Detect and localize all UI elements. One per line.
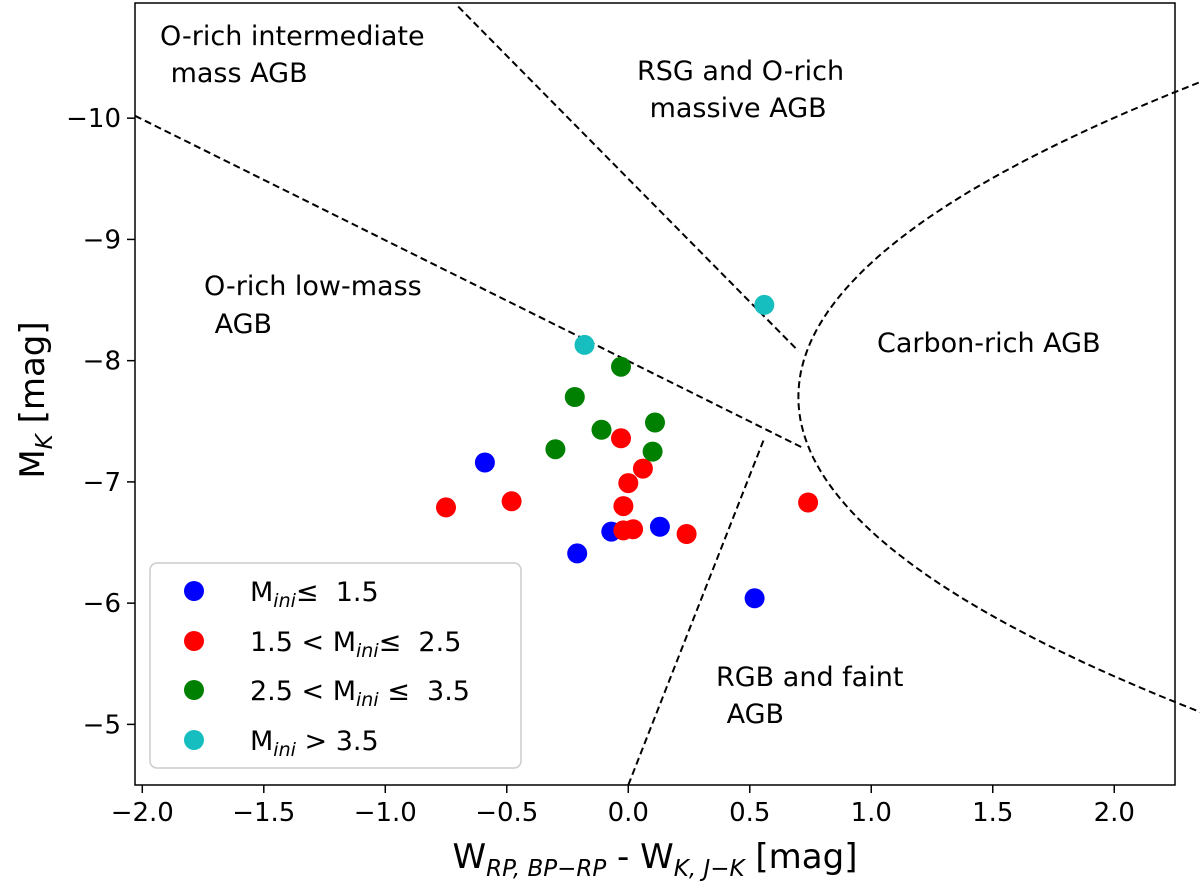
legend-label-series-1: Mini≤ 1.5 — [250, 577, 379, 612]
region-o-rich-intermediate-line1: O-rich intermediate — [160, 21, 425, 52]
point-series-3-2 — [564, 387, 585, 407]
x-tick-label-6: 0.5 — [729, 798, 770, 828]
legend-3-head: 2.5 < M — [250, 676, 356, 707]
y-tick-label-1: −10 — [66, 104, 121, 134]
y-axis-ticks: −10 −9 −8 −7 −6 −5 — [66, 104, 135, 740]
y-tick-label-4: −7 — [83, 468, 121, 498]
y-tick-label-3: −8 — [83, 347, 121, 377]
boundary-lines — [134, 5, 1200, 786]
region-o-rich-low-mass-line1: O-rich low-mass — [204, 271, 422, 302]
y-axis-title: MK [mag] — [13, 321, 58, 478]
region-o-rich-intermediate-line2: mass AGB — [162, 58, 308, 89]
legend-2-head: 1.5 < M — [250, 627, 356, 658]
point-series-4-2 — [754, 294, 775, 315]
boundary-line-1 — [134, 114, 804, 449]
legend-label-series-2: 1.5 < Mini≤ 2.5 — [250, 627, 461, 662]
axes-frame — [134, 2, 1176, 786]
y-title-sub: K — [32, 432, 58, 449]
x-tick-label-9: 2.0 — [1094, 798, 1135, 828]
legend-marker-series-4 — [184, 730, 204, 750]
y-tick-label-5: −6 — [83, 589, 121, 619]
legend-label-series-4: Mini > 3.5 — [250, 726, 379, 761]
legend-2-tail: ≤ 2.5 — [379, 627, 462, 658]
data-points — [436, 294, 819, 609]
point-series-3-3 — [591, 419, 612, 440]
point-series-2-10 — [798, 492, 819, 513]
legend-3-sub: ini — [356, 689, 379, 711]
boundary-line-4 — [797, 81, 1200, 714]
point-series-3-4 — [645, 412, 665, 433]
x-tick-label-8: 1.5 — [972, 798, 1013, 828]
point-series-1-2 — [567, 543, 588, 564]
y-title-tail: [mag] — [13, 321, 53, 434]
x-tick-label-2: −1.5 — [232, 798, 295, 828]
point-series-1-5 — [744, 588, 765, 609]
x-tick-label-4: −0.5 — [475, 798, 538, 828]
point-series-3-5 — [545, 439, 566, 460]
x-title-sub1: RP, BP−RP — [486, 856, 606, 882]
legend-2-sub: ini — [356, 640, 379, 662]
point-series-2-9 — [676, 524, 697, 544]
point-series-4-1 — [574, 334, 595, 355]
point-series-2-4 — [632, 458, 653, 479]
legend-frame — [149, 562, 522, 769]
x-title-main: W — [453, 837, 487, 877]
legend-3-tail: ≤ 3.5 — [379, 676, 470, 707]
legend-1-tail: ≤ 1.5 — [296, 577, 379, 608]
region-rsg-line2: massive AGB — [641, 93, 827, 124]
x-tick-label-5: 0.0 — [608, 798, 649, 828]
point-series-2-1 — [436, 497, 456, 518]
region-labels: O-rich intermediate mass AGB RSG and O-r… — [160, 21, 1101, 730]
boundary-line-2 — [457, 5, 800, 352]
point-series-3-6 — [642, 441, 663, 462]
region-rsg-line1: RSG and O-rich — [637, 56, 844, 87]
x-title-tail: [mag] — [745, 837, 858, 877]
legend-4-main: M — [250, 726, 273, 757]
point-series-2-2 — [501, 491, 522, 512]
legend-label-series-3: 2.5 < Mini ≤ 3.5 — [250, 676, 470, 711]
legend-marker-series-3 — [184, 680, 204, 700]
legend-marker-series-1 — [184, 581, 204, 601]
legend-1-main: M — [250, 577, 273, 608]
region-o-rich-low-mass-line2: AGB — [206, 309, 272, 340]
x-tick-label-3: −1.0 — [354, 798, 417, 828]
x-tick-label-1: −2.0 — [111, 798, 174, 828]
x-title-mid: - W — [606, 837, 674, 877]
region-carbon-rich-line1: Carbon-rich AGB — [877, 328, 1101, 359]
y-title-main: M — [13, 449, 53, 478]
x-title-sub2: K, J−K — [674, 856, 747, 882]
x-axis-title: WRP, BP−RP - WK, J−K [mag] — [453, 837, 858, 882]
point-series-3-1 — [611, 356, 631, 377]
region-rgb-line1: RGB and faint — [716, 662, 903, 693]
x-axis-ticks: −2.0 −1.5 −1.0 −0.5 0.0 0.5 1.0 1.5 2.0 — [111, 785, 1135, 828]
point-series-1-1 — [474, 452, 495, 473]
region-rgb-line2: AGB — [718, 699, 784, 730]
boundary-line-3 — [627, 437, 766, 786]
legend: Mini≤ 1.5 1.5 < Mini≤ 2.5 2.5 < Mini ≤ 3… — [149, 562, 522, 769]
y-tick-label-2: −9 — [83, 225, 121, 255]
y-tick-label-6: −5 — [83, 710, 121, 740]
point-series-2-8 — [623, 519, 644, 540]
point-series-2-6 — [613, 496, 634, 517]
x-tick-label-7: 1.0 — [851, 798, 892, 828]
legend-1-sub: ini — [273, 590, 296, 612]
legend-marker-series-2 — [184, 631, 204, 651]
point-series-2-3 — [611, 428, 631, 449]
point-series-2-5 — [618, 473, 639, 494]
point-series-1-4 — [649, 516, 670, 537]
legend-4-tail: > 3.5 — [296, 726, 379, 757]
legend-4-sub: ini — [273, 739, 296, 761]
